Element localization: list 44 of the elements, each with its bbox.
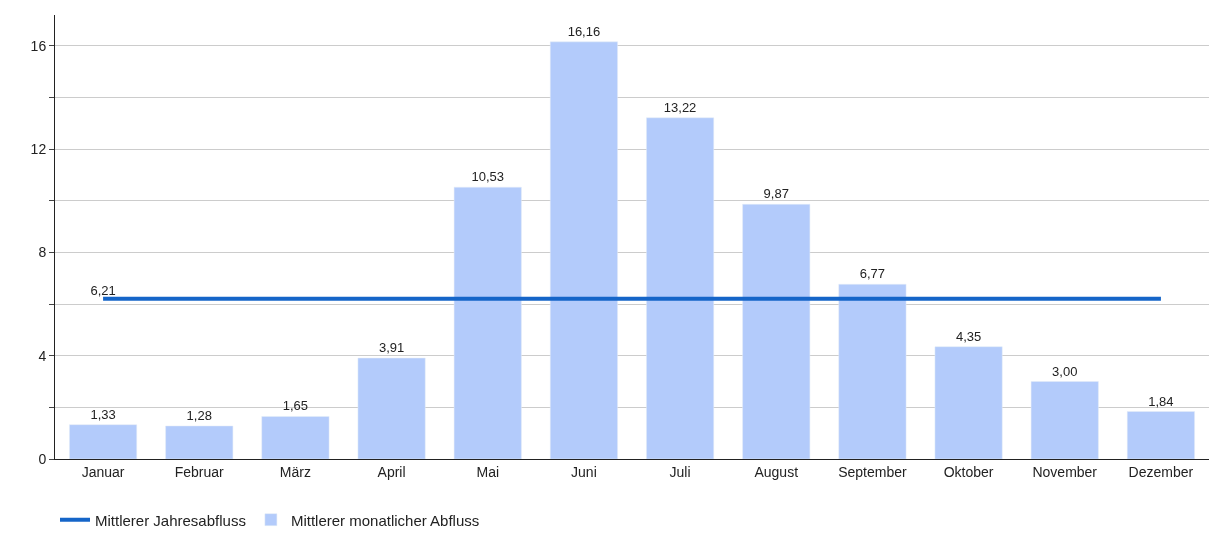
y-tick-label: 12 — [30, 141, 47, 158]
bar — [69, 424, 137, 459]
legend-label: Mittlerer monatlicher Abfluss — [290, 511, 480, 529]
bar — [550, 41, 618, 459]
bar — [165, 425, 234, 459]
data-label: 1,65 — [282, 398, 309, 414]
y-tick-label: 16 — [30, 37, 47, 54]
x-tick-label: Oktober — [943, 463, 994, 480]
data-label: 1,28 — [186, 407, 212, 423]
x-tick-label: April — [377, 463, 406, 480]
x-tick-label: November — [1032, 463, 1098, 480]
bar — [261, 416, 330, 459]
x-tick-label: Juli — [669, 463, 691, 480]
x-tick-label: September — [838, 463, 907, 480]
data-label: 6,21 — [90, 283, 116, 299]
bar — [646, 117, 714, 459]
bar — [838, 283, 907, 459]
y-tick-label: 4 — [38, 347, 47, 364]
data-label: 3,00 — [1052, 363, 1078, 379]
y-tick-label: 8 — [38, 244, 47, 261]
x-tick-label: Mai — [476, 463, 500, 480]
bar — [1030, 381, 1099, 459]
bar — [453, 186, 522, 459]
x-tick-label: Februar — [174, 463, 225, 480]
x-tick-label: März — [279, 463, 311, 480]
legend-label: Mittlerer Jahresabfluss — [95, 511, 246, 529]
data-label: 3,91 — [378, 340, 405, 356]
data-label: 4,35 — [955, 328, 982, 344]
data-label: 16,16 — [567, 23, 601, 39]
x-tick-label: Juni — [571, 463, 597, 480]
data-label: 10,53 — [471, 169, 505, 185]
x-tick-label: August — [754, 463, 799, 480]
bar — [742, 203, 811, 459]
y-tick-label: 0 — [38, 450, 47, 467]
bar — [934, 346, 1003, 459]
data-label: 13,22 — [663, 99, 697, 115]
data-label: 1,33 — [90, 406, 116, 422]
bar — [1127, 411, 1195, 459]
data-label: 1,84 — [1148, 393, 1174, 409]
data-label: 6,77 — [859, 266, 886, 282]
x-tick-label: Dezember — [1128, 463, 1194, 480]
data-label: 9,87 — [763, 186, 789, 202]
x-tick-label: Januar — [81, 463, 125, 480]
bar — [357, 357, 426, 459]
